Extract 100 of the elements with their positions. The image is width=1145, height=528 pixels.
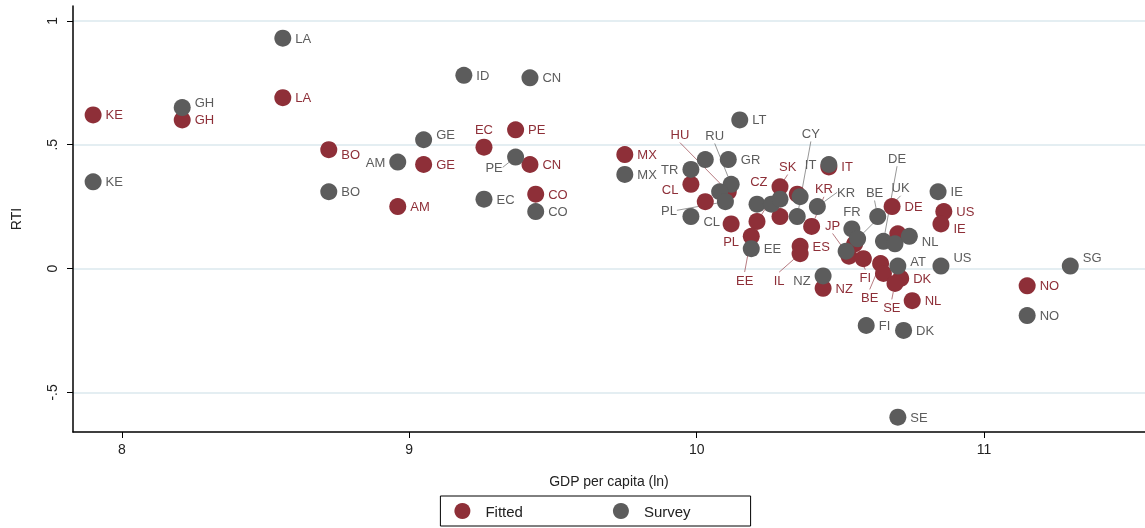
data-label: PL bbox=[661, 202, 677, 218]
legend-label: Fitted bbox=[485, 502, 523, 520]
data-label: DE bbox=[888, 150, 907, 166]
point bbox=[389, 198, 407, 216]
point bbox=[274, 89, 292, 107]
point bbox=[521, 156, 539, 174]
point bbox=[320, 141, 338, 159]
point bbox=[320, 183, 338, 201]
point bbox=[869, 208, 887, 226]
point bbox=[771, 208, 789, 226]
point bbox=[722, 175, 740, 193]
point bbox=[507, 121, 525, 139]
data-label: IL bbox=[773, 272, 785, 288]
point bbox=[415, 156, 433, 174]
data-label: NZ bbox=[793, 273, 811, 289]
point bbox=[895, 321, 913, 339]
point bbox=[389, 153, 407, 171]
data-label: NO bbox=[1039, 278, 1060, 294]
y-tick-label: -.5 bbox=[44, 383, 60, 401]
data-label: EC bbox=[496, 191, 515, 207]
point bbox=[84, 173, 102, 191]
point bbox=[903, 292, 921, 310]
point bbox=[808, 198, 826, 216]
data-label: SE bbox=[910, 409, 929, 425]
data-label: FR bbox=[843, 203, 861, 219]
data-label: KE bbox=[105, 107, 124, 123]
data-label: US bbox=[956, 204, 975, 220]
point bbox=[1018, 307, 1036, 325]
legend-label: Survey bbox=[643, 502, 692, 520]
x-tick-label: 11 bbox=[976, 441, 992, 457]
point bbox=[719, 151, 737, 169]
data-label: EE bbox=[763, 241, 782, 257]
data-label: GH bbox=[194, 112, 215, 128]
point bbox=[742, 240, 760, 258]
point bbox=[814, 267, 832, 285]
point bbox=[696, 151, 714, 169]
data-label: CN bbox=[542, 70, 562, 86]
point bbox=[274, 29, 292, 47]
data-label: PL bbox=[723, 233, 740, 249]
point bbox=[886, 235, 904, 253]
point bbox=[874, 264, 892, 282]
point bbox=[886, 274, 904, 292]
data-label: DK bbox=[916, 322, 935, 338]
data-label: LA bbox=[295, 90, 312, 106]
point bbox=[849, 230, 867, 248]
data-label: KR bbox=[814, 181, 833, 197]
data-label: MX bbox=[637, 166, 658, 182]
data-label: NZ bbox=[835, 280, 853, 296]
point bbox=[455, 66, 473, 84]
point bbox=[883, 198, 901, 216]
data-label: CO bbox=[548, 186, 568, 202]
data-label: BE bbox=[861, 289, 879, 305]
data-label: NL bbox=[924, 293, 942, 309]
data-label: GH bbox=[194, 95, 215, 111]
data-label: BO bbox=[341, 147, 361, 163]
data-label: LA bbox=[295, 30, 312, 46]
data-label: CL bbox=[661, 181, 679, 197]
data-label: TR bbox=[661, 161, 679, 177]
point bbox=[748, 212, 766, 230]
point bbox=[803, 217, 821, 235]
data-label: AM bbox=[365, 154, 386, 170]
point bbox=[682, 208, 700, 226]
data-label: GR bbox=[740, 152, 761, 168]
data-label: CL bbox=[703, 214, 721, 230]
data-label: RU bbox=[705, 127, 725, 143]
point bbox=[507, 148, 525, 166]
point bbox=[616, 146, 634, 164]
x-tick-label: 10 bbox=[688, 441, 705, 457]
point bbox=[900, 227, 918, 245]
data-label: HU bbox=[670, 127, 690, 143]
data-label: KR bbox=[837, 184, 856, 200]
point bbox=[415, 131, 433, 149]
point bbox=[1061, 257, 1079, 275]
x-axis-title: GDP per capita (ln) bbox=[549, 473, 669, 489]
y-tick-label: 0 bbox=[44, 264, 60, 273]
point bbox=[1018, 277, 1036, 295]
point bbox=[932, 257, 950, 275]
data-label: BE bbox=[865, 185, 884, 201]
data-label: GE bbox=[436, 157, 456, 173]
y-tick-label: .5 bbox=[44, 138, 60, 151]
data-label: JP bbox=[825, 217, 841, 233]
data-label: DK bbox=[913, 270, 932, 286]
point bbox=[889, 408, 907, 426]
data-label: IE bbox=[953, 221, 967, 237]
point bbox=[682, 160, 700, 178]
point bbox=[889, 257, 907, 275]
data-label: US bbox=[953, 249, 972, 265]
data-label: SE bbox=[883, 299, 901, 315]
point bbox=[932, 215, 950, 233]
data-label: IE bbox=[950, 184, 964, 200]
data-label: NL bbox=[921, 233, 939, 249]
point bbox=[696, 193, 714, 211]
data-label: UK bbox=[891, 180, 910, 196]
data-label: FI bbox=[878, 318, 891, 333]
point bbox=[731, 111, 749, 129]
data-label: IT bbox=[804, 157, 817, 173]
data-label: CN bbox=[542, 157, 562, 173]
point bbox=[475, 190, 493, 208]
data-label: PE bbox=[528, 122, 546, 138]
point bbox=[748, 195, 766, 213]
